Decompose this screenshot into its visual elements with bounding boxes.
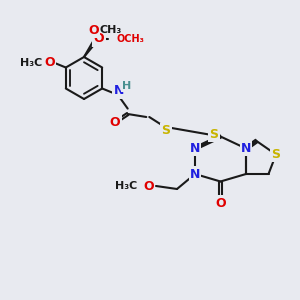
Text: OCH₃: OCH₃ — [116, 34, 144, 44]
Text: H: H — [122, 81, 132, 91]
Text: H₃C: H₃C — [115, 181, 137, 191]
Text: N: N — [113, 84, 124, 98]
Text: S: S — [161, 124, 170, 137]
Text: CH₃: CH₃ — [99, 25, 121, 35]
Text: S: S — [209, 128, 218, 141]
Text: O: O — [94, 32, 104, 46]
Text: O: O — [88, 23, 99, 37]
Text: O: O — [143, 179, 154, 193]
Text: N: N — [190, 167, 200, 181]
Text: N: N — [190, 142, 200, 155]
Text: O: O — [215, 196, 226, 210]
Text: H₃C: H₃C — [20, 58, 43, 68]
Text: S: S — [272, 148, 280, 161]
Text: O: O — [44, 56, 55, 70]
Text: O: O — [110, 116, 120, 129]
Text: N: N — [241, 142, 251, 155]
